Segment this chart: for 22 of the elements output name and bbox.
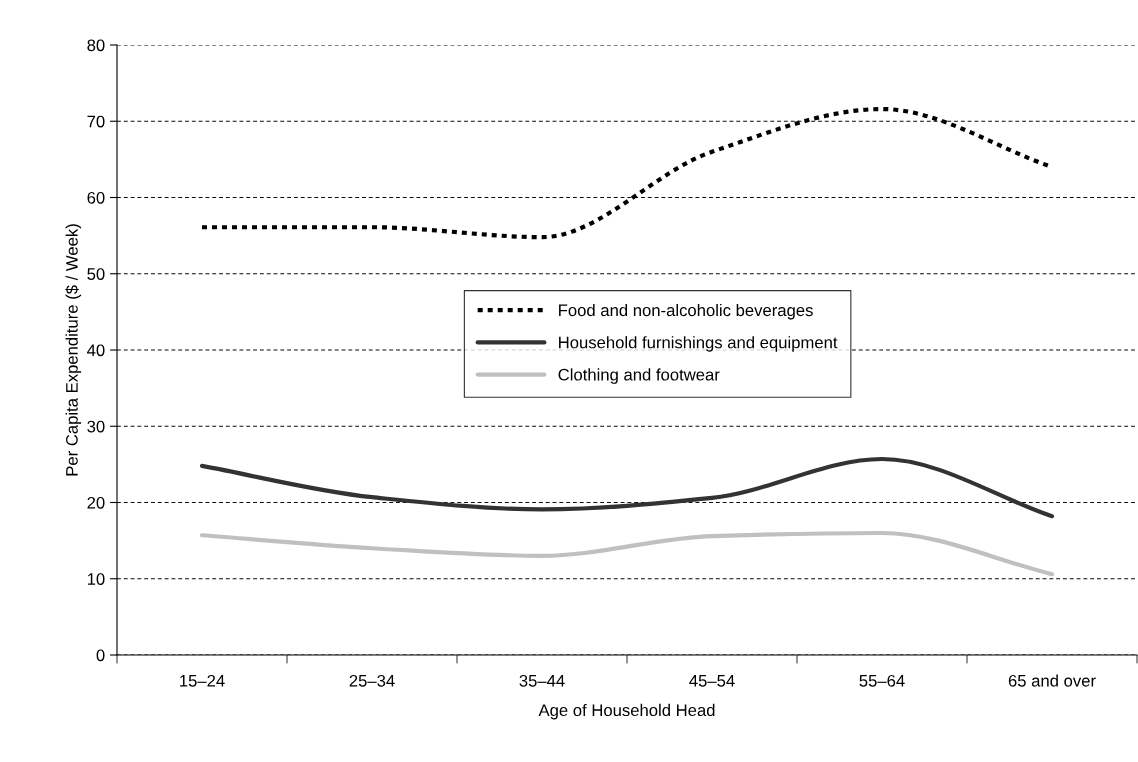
x-tick-label: 65 and over — [1008, 674, 1096, 687]
legend-label: Food and non-alcoholic beverages — [559, 303, 813, 320]
x-tick-label: 45–54 — [689, 675, 735, 687]
line-series — [199, 456, 1055, 519]
x-tick-label: 15–24 — [180, 674, 225, 687]
x-tick-label: 55–64 — [859, 674, 905, 687]
x-axis-title: Age of Household Head — [538, 703, 715, 720]
line-series — [199, 530, 1055, 577]
x-tick-label: 25–34 — [349, 674, 395, 687]
y-tick-label: 50 — [87, 268, 105, 280]
y-tick-label: 40 — [87, 344, 105, 357]
y-axis-title: Per Capita Expenditure ($ / Week) — [65, 224, 82, 476]
legend-label: Clothing and footwear — [558, 368, 720, 384]
y-tick-label: 60 — [87, 191, 105, 204]
legend-label: Household furnishings and equipment — [559, 336, 838, 352]
y-tick-label: 20 — [87, 496, 105, 509]
y-tick-label: 30 — [87, 420, 105, 433]
y-tick-label: 0 — [96, 649, 105, 662]
x-tick-label: 35–44 — [519, 674, 565, 687]
y-tick-label: 80 — [87, 39, 105, 52]
y-tick-label: 70 — [87, 115, 105, 128]
y-tick-label: 10 — [87, 573, 105, 585]
